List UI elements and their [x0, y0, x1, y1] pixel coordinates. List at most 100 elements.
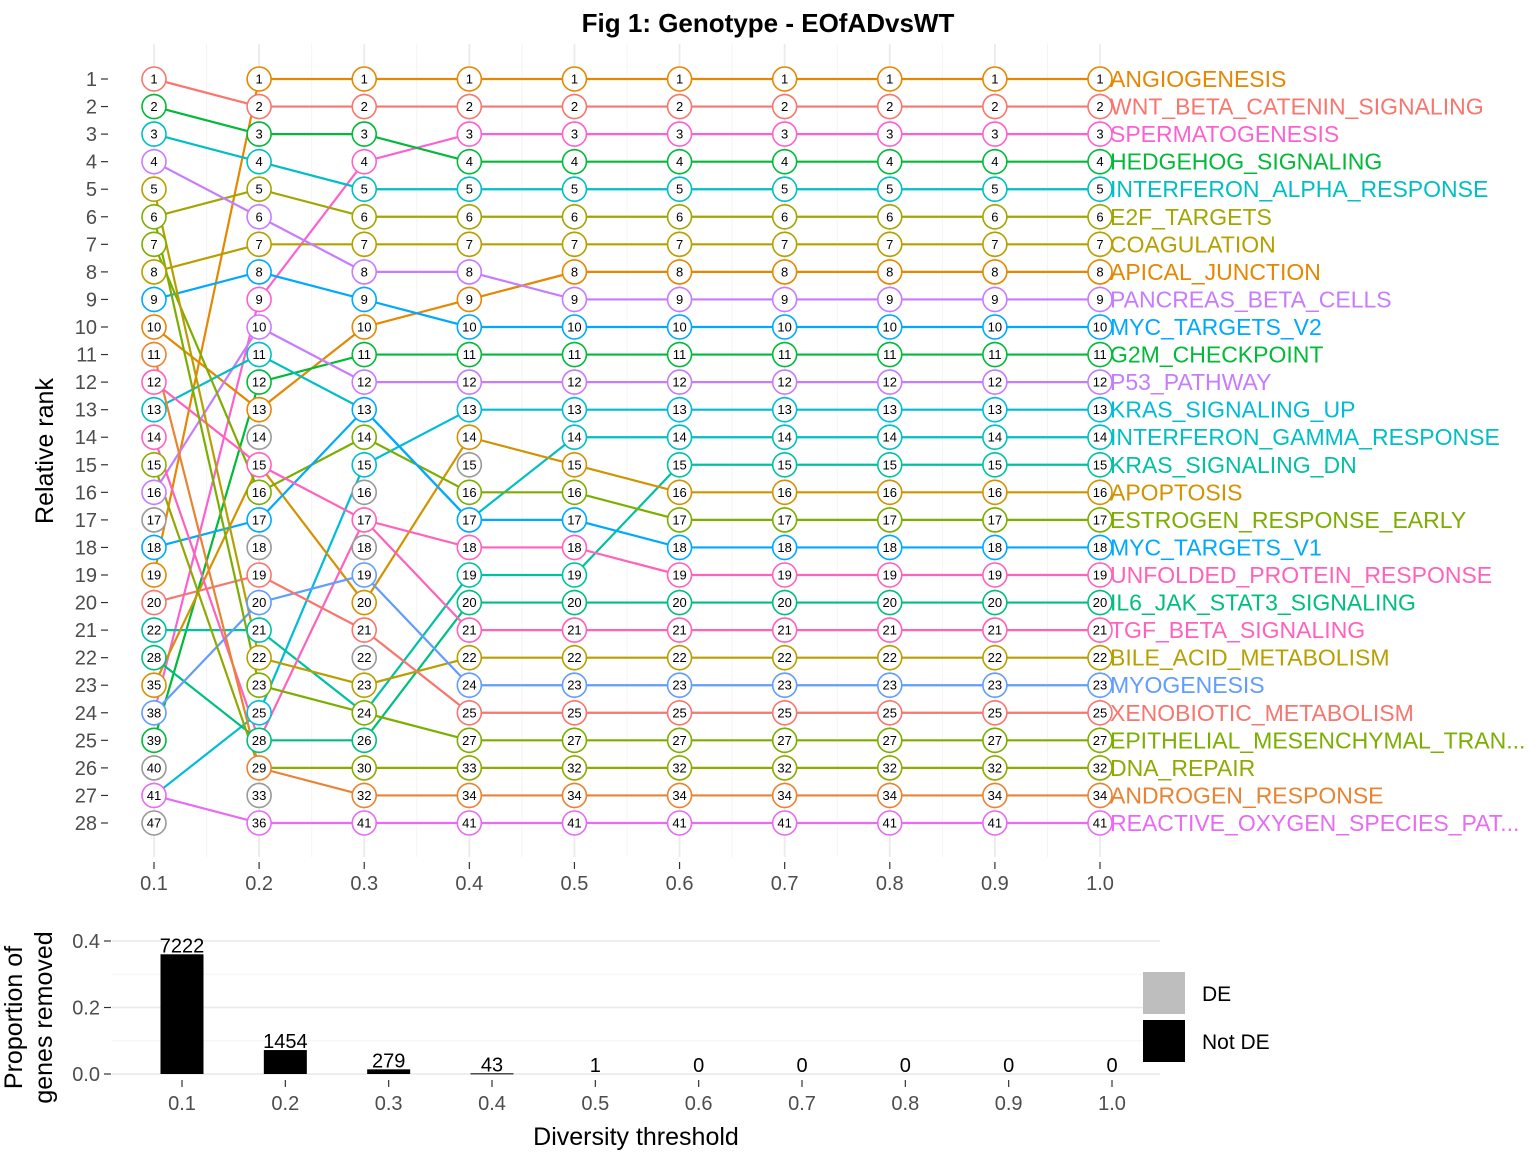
rank-point-label: 6 [361, 209, 368, 224]
rank-point-label: 7 [991, 237, 998, 252]
x-tick-label: 0.7 [771, 873, 799, 895]
series-label: ANDROGEN_RESPONSE [1110, 782, 1384, 808]
rank-point [771, 424, 798, 451]
rank-point-label: 18 [988, 540, 1002, 555]
series-label: ANGIOGENESIS [1110, 66, 1286, 92]
rank-point-label: 41 [567, 816, 581, 831]
rank-point-label: 7 [886, 237, 893, 252]
rank-point-label: 20 [357, 595, 371, 610]
x-tick-label: 0.1 [140, 873, 168, 895]
rank-point-label: 41 [1093, 816, 1107, 831]
rank-point [1087, 341, 1113, 368]
series-line [153, 188, 1100, 218]
bar-data-label: 1454 [263, 1031, 308, 1053]
rank-point [141, 699, 167, 726]
rank-point-label: 22 [1093, 650, 1107, 665]
rank-point-label: 4 [676, 154, 683, 169]
rank-point-label: 2 [886, 99, 893, 114]
bar-data-label: 279 [372, 1050, 405, 1072]
rank-point [982, 203, 1008, 230]
series-line [153, 325, 1100, 493]
rank-point-label: 34 [1093, 788, 1107, 803]
rank-point-label: 14 [988, 430, 1002, 445]
rank-point [982, 66, 1008, 92]
rank-point-label: 25 [252, 705, 266, 720]
x-tick-label: 0.5 [581, 1093, 609, 1115]
rank-point [456, 562, 483, 588]
series-label: IL6_JAK_STAT3_SIGNALING [1110, 590, 1416, 616]
rank-point-label: 6 [886, 209, 893, 224]
rank-point [982, 369, 1008, 395]
series-label: SPERMATOGENESIS [1110, 121, 1339, 147]
rank-point [456, 782, 483, 809]
rank-point-label: 22 [357, 650, 371, 665]
rank-point-label: 7 [466, 237, 473, 252]
rank-point-label: 9 [571, 292, 578, 307]
rank-point-label: 2 [1096, 99, 1103, 114]
series-label: MYC_TARGETS_V2 [1110, 314, 1322, 340]
rank-point-label: 4 [255, 154, 262, 169]
rank-point [666, 507, 693, 533]
rank-point-label: 7 [150, 237, 157, 252]
rank-point [141, 644, 167, 671]
rank-point-label: 35 [147, 678, 161, 693]
rank-point-label: 6 [676, 209, 683, 224]
rank-point-label: 14 [672, 430, 686, 445]
rank-point [351, 617, 378, 643]
rank-point-label: 25 [672, 705, 686, 720]
series-line [152, 353, 1100, 741]
series-line [153, 601, 1100, 742]
rank-point [666, 589, 693, 616]
rank-point [666, 562, 693, 588]
y-tick-label: 22 [75, 648, 97, 670]
bar-data-label: 0 [900, 1055, 911, 1077]
x-tick-label: 0.8 [891, 1093, 919, 1115]
rank-point-label: 7 [571, 237, 578, 252]
rank-point-label: 13 [777, 402, 791, 417]
rank-point-label: 1 [1096, 72, 1103, 87]
y-tick-label: 24 [75, 703, 97, 725]
rank-point [351, 782, 378, 809]
rank-point-label: 8 [781, 264, 788, 279]
rank-point-label: 11 [883, 347, 897, 362]
rank-point [561, 507, 588, 533]
rank-point-label: 34 [777, 788, 791, 803]
rank-point-label: 3 [571, 127, 578, 142]
bar-data-label: 0 [693, 1055, 704, 1077]
rank-point [141, 121, 167, 147]
series-line [153, 105, 1100, 163]
rank-point-label: 18 [462, 540, 476, 555]
rank-point [876, 727, 903, 754]
rank-point-label: 7 [676, 237, 683, 252]
rank-point [351, 341, 378, 368]
y-tick-label: 21 [75, 620, 97, 642]
rank-point-label: 23 [567, 678, 581, 693]
rank-point-label: 6 [571, 209, 578, 224]
rank-point-label: 1 [781, 72, 788, 87]
y-axis-title: Relative rank [31, 378, 59, 524]
rank-point-label: 2 [361, 99, 368, 114]
rank-point-label: 10 [462, 320, 476, 335]
series-line [152, 354, 1100, 797]
rank-point [1087, 479, 1113, 506]
rank-point-label: 8 [571, 264, 578, 279]
rank-point [246, 396, 272, 423]
bar-data-label: 43 [481, 1054, 503, 1076]
rank-point-label: 4 [361, 154, 368, 169]
rank-point-label: 3 [150, 127, 157, 142]
rank-point-label: 22 [567, 650, 581, 665]
series-line [153, 353, 1100, 522]
rank-point [246, 589, 272, 616]
rank-point-label: 3 [886, 127, 893, 142]
rank-point-label: 23 [672, 678, 686, 693]
rank-point-label: 15 [883, 457, 897, 472]
series-label: ESTROGEN_RESPONSE_EARLY [1110, 507, 1466, 533]
rank-point-label: 4 [150, 154, 157, 169]
rank-point [561, 231, 588, 258]
rank-point-label: 10 [777, 320, 791, 335]
bar [367, 1069, 411, 1074]
rank-point-label: 13 [883, 402, 897, 417]
rank-point-label: 32 [988, 760, 1002, 775]
rank-point-label: 14 [252, 430, 266, 445]
rank-point [876, 341, 903, 368]
